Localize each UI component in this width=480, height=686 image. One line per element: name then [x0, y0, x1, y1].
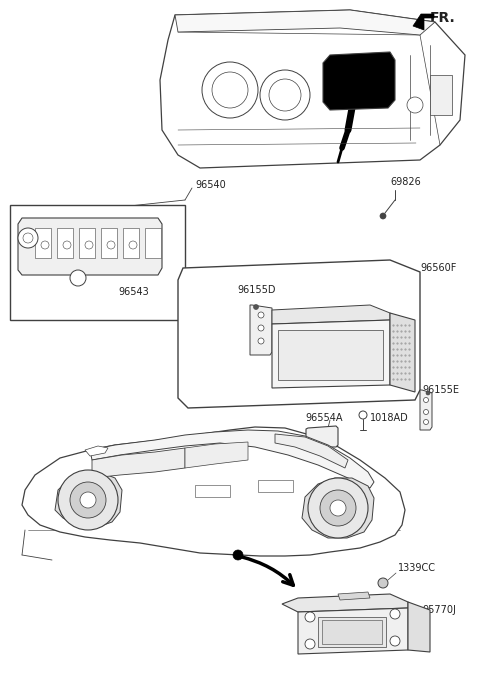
- Polygon shape: [101, 228, 117, 258]
- Text: 1018AD: 1018AD: [370, 413, 409, 423]
- Polygon shape: [55, 472, 122, 528]
- Circle shape: [378, 578, 388, 588]
- Polygon shape: [195, 485, 230, 497]
- Circle shape: [423, 420, 429, 425]
- Polygon shape: [390, 313, 415, 392]
- Polygon shape: [57, 228, 73, 258]
- Polygon shape: [298, 608, 408, 654]
- Text: 96540: 96540: [195, 180, 226, 190]
- Circle shape: [423, 397, 429, 403]
- Text: 96554A: 96554A: [305, 413, 343, 423]
- Polygon shape: [272, 305, 390, 324]
- Polygon shape: [178, 260, 420, 408]
- Polygon shape: [85, 446, 108, 456]
- Polygon shape: [92, 448, 185, 478]
- Polygon shape: [278, 330, 383, 380]
- Circle shape: [107, 241, 115, 249]
- Circle shape: [258, 325, 264, 331]
- Polygon shape: [175, 10, 435, 35]
- Polygon shape: [302, 478, 374, 538]
- Polygon shape: [322, 620, 382, 644]
- Text: 96155D: 96155D: [237, 285, 276, 295]
- Circle shape: [129, 241, 137, 249]
- Circle shape: [23, 233, 33, 243]
- Text: 95770J: 95770J: [422, 605, 456, 615]
- Circle shape: [70, 270, 86, 286]
- Circle shape: [330, 500, 346, 516]
- Polygon shape: [430, 75, 452, 115]
- Polygon shape: [185, 442, 248, 468]
- Circle shape: [63, 241, 71, 249]
- Circle shape: [390, 609, 400, 619]
- Polygon shape: [160, 10, 465, 168]
- Circle shape: [269, 79, 301, 111]
- Circle shape: [258, 312, 264, 318]
- Polygon shape: [338, 592, 370, 600]
- Polygon shape: [18, 218, 162, 275]
- Text: 1339CC: 1339CC: [398, 563, 436, 573]
- Circle shape: [18, 228, 38, 248]
- Circle shape: [359, 411, 367, 419]
- Polygon shape: [408, 602, 430, 652]
- Polygon shape: [90, 430, 374, 488]
- Text: FR.: FR.: [430, 11, 456, 25]
- Polygon shape: [35, 228, 51, 258]
- Text: 96543: 96543: [18, 243, 49, 253]
- Polygon shape: [306, 426, 338, 447]
- Polygon shape: [318, 617, 386, 647]
- Circle shape: [58, 470, 118, 530]
- Text: 96155E: 96155E: [422, 385, 459, 395]
- Circle shape: [380, 213, 386, 219]
- Polygon shape: [420, 390, 432, 430]
- Text: 96560F: 96560F: [420, 263, 456, 273]
- Circle shape: [202, 62, 258, 118]
- Circle shape: [253, 305, 259, 309]
- Circle shape: [308, 478, 368, 538]
- Circle shape: [407, 97, 423, 113]
- Polygon shape: [10, 205, 185, 320]
- Polygon shape: [145, 228, 161, 258]
- Polygon shape: [272, 320, 390, 388]
- Circle shape: [41, 241, 49, 249]
- Text: 69826: 69826: [390, 177, 421, 187]
- Text: 96543: 96543: [118, 287, 149, 297]
- Polygon shape: [123, 228, 139, 258]
- Polygon shape: [413, 14, 434, 30]
- Circle shape: [233, 550, 243, 560]
- Circle shape: [212, 72, 248, 108]
- Polygon shape: [258, 480, 293, 492]
- Circle shape: [305, 639, 315, 649]
- Polygon shape: [323, 52, 395, 110]
- Polygon shape: [250, 305, 272, 355]
- Circle shape: [70, 482, 106, 518]
- Polygon shape: [275, 434, 348, 468]
- Circle shape: [320, 490, 356, 526]
- Circle shape: [85, 241, 93, 249]
- Circle shape: [426, 391, 430, 395]
- Polygon shape: [282, 594, 408, 612]
- Circle shape: [260, 70, 310, 120]
- Circle shape: [423, 410, 429, 414]
- Circle shape: [258, 338, 264, 344]
- Polygon shape: [79, 228, 95, 258]
- Polygon shape: [22, 427, 405, 556]
- Circle shape: [80, 492, 96, 508]
- Circle shape: [390, 636, 400, 646]
- Circle shape: [305, 612, 315, 622]
